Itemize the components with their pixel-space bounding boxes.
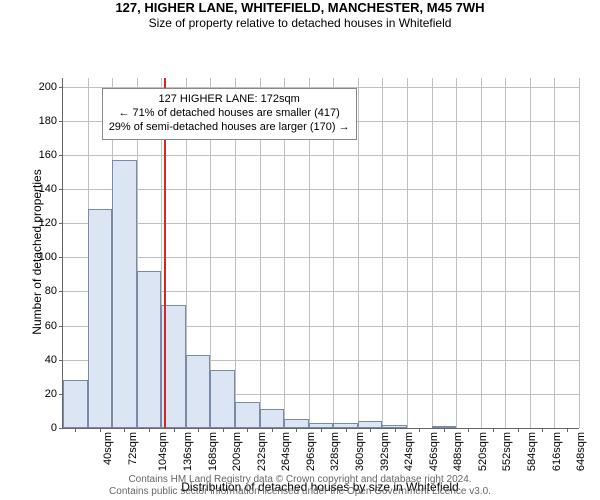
x-tick-mark [124,428,125,432]
x-tick-label: 168sqm [207,432,219,471]
x-tick-label: 456sqm [428,432,440,471]
x-tick-mark [346,428,347,432]
histogram-bar [210,370,235,428]
y-axis-label: Number of detached properties [30,127,44,377]
x-tick-label: 392sqm [379,432,391,471]
y-tick-mark [59,155,63,156]
gridline-v [358,78,359,428]
y-tick-mark [59,87,63,88]
y-tick-mark [59,291,63,292]
attribution-footer: Contains HM Land Registry data © Crown c… [0,474,600,498]
gridline-h [63,87,579,88]
gridline-h [63,189,579,190]
gridline-v [554,78,555,428]
x-tick-mark [223,428,224,432]
histogram-bar [186,355,211,428]
y-tick-mark [59,326,63,327]
x-tick-label: 136sqm [182,432,194,471]
x-tick-mark [444,428,445,432]
x-tick-mark [419,428,420,432]
x-tick-mark [493,428,494,432]
y-tick-mark [59,189,63,190]
x-tick-label: 296sqm [305,432,317,471]
gridline-v [382,78,383,428]
x-tick-label: 520sqm [477,432,489,471]
footer-line-2: Contains public sector information licen… [0,486,600,498]
x-tick-label: 584sqm [526,432,538,471]
x-tick-mark [296,428,297,432]
gridline-v [432,78,433,428]
x-tick-mark [321,428,322,432]
x-tick-mark [567,428,568,432]
x-tick-mark [542,428,543,432]
y-tick-mark [59,360,63,361]
y-tick-mark [59,428,63,429]
gridline-v [530,78,531,428]
histogram-bar [284,419,309,428]
x-tick-label: 424sqm [403,432,415,471]
plot-area: 02040608010012014016018020040sqm72sqm104… [62,78,579,429]
y-tick-mark [59,257,63,258]
x-tick-mark [149,428,150,432]
annotation-line: ← 71% of detached houses are smaller (41… [109,107,350,121]
x-tick-mark [247,428,248,432]
x-tick-mark [518,428,519,432]
x-tick-label: 648sqm [575,432,587,471]
histogram-bar [137,271,162,428]
x-tick-mark [272,428,273,432]
x-tick-label: 72sqm [127,432,139,465]
page-title: 127, HIGHER LANE, WHITEFIELD, MANCHESTER… [0,0,600,16]
page-subtitle: Size of property relative to detached ho… [0,16,600,30]
x-tick-mark [100,428,101,432]
histogram-bar [358,421,383,428]
gridline-h [63,257,579,258]
x-tick-label: 328sqm [330,432,342,471]
gridline-v [579,78,580,428]
x-tick-mark [395,428,396,432]
annotation-line: 127 HIGHER LANE: 172sqm [109,93,350,107]
histogram-bar [63,380,88,428]
x-tick-label: 200sqm [231,432,243,471]
histogram-bar [88,209,113,428]
x-tick-label: 360sqm [354,432,366,471]
histogram-bar [235,402,260,428]
x-tick-mark [174,428,175,432]
x-tick-label: 104sqm [158,432,170,471]
gridline-h [63,223,579,224]
x-tick-label: 232sqm [256,432,268,471]
histogram-bar [260,409,285,428]
gridline-v [456,78,457,428]
y-tick-mark [59,223,63,224]
gridline-v [505,78,506,428]
annotation-line: 29% of semi-detached houses are larger (… [109,121,350,135]
x-tick-label: 264sqm [280,432,292,471]
x-tick-label: 40sqm [102,432,114,465]
y-tick-mark [59,121,63,122]
x-tick-mark [370,428,371,432]
x-tick-label: 488sqm [452,432,464,471]
gridline-v [407,78,408,428]
x-tick-mark [468,428,469,432]
x-tick-label: 616sqm [551,432,563,471]
histogram-bar [112,160,137,428]
x-tick-label: 552sqm [502,432,514,471]
gridline-h [63,155,579,156]
footer-line-1: Contains HM Land Registry data © Crown c… [0,474,600,486]
annotation-box: 127 HIGHER LANE: 172sqm← 71% of detached… [102,88,357,139]
x-tick-mark [75,428,76,432]
gridline-v [481,78,482,428]
x-tick-mark [198,428,199,432]
